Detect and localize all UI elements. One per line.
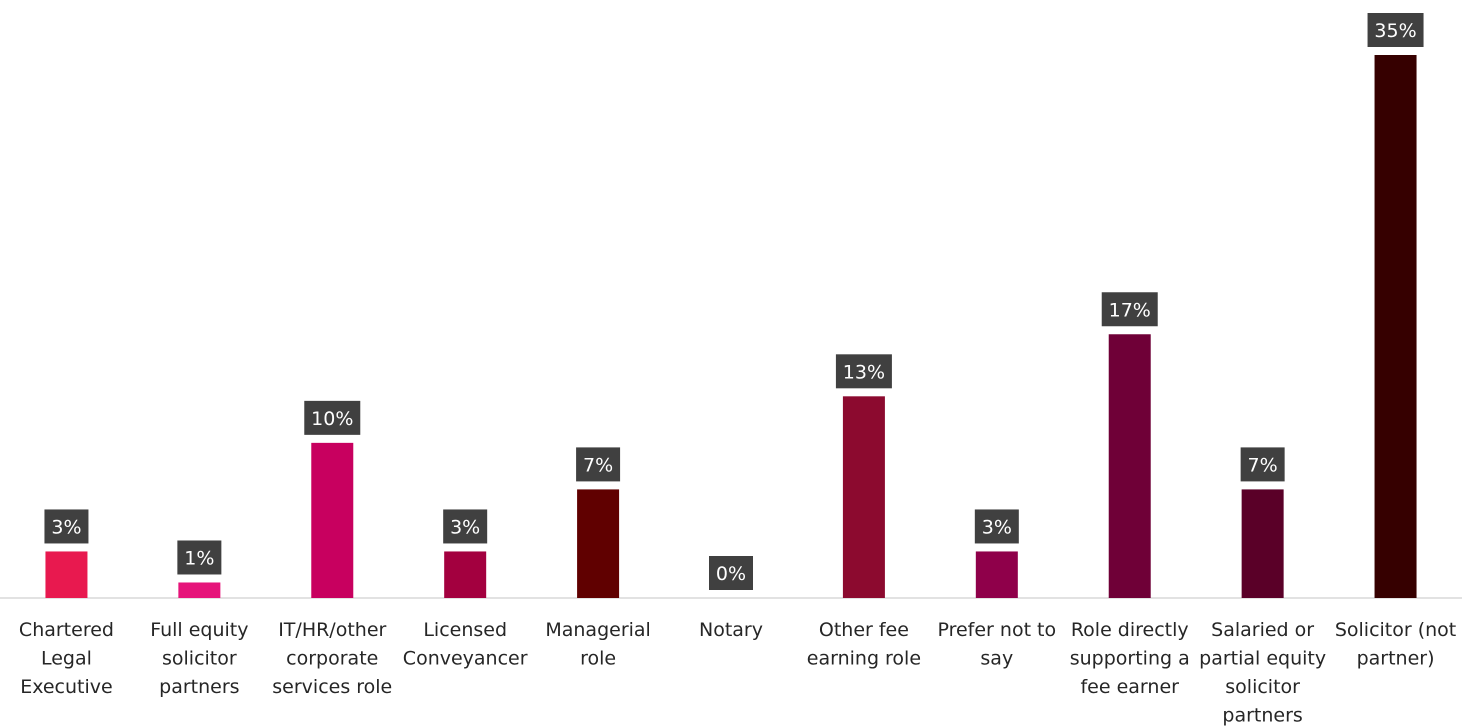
data-label-text: 3% (51, 516, 81, 538)
data-label-text: 3% (982, 516, 1012, 538)
bar (1241, 489, 1284, 598)
category-label-line: Executive (20, 676, 113, 698)
category-label-line: supporting a (1070, 648, 1190, 670)
category-label-line: solicitor (162, 648, 237, 670)
category-label: IT/HR/other corporate services role (272, 619, 392, 698)
category-label: Role directly supporting a fee earner (1070, 619, 1190, 698)
data-label-box (974, 509, 1019, 544)
bar (1108, 334, 1151, 598)
category-label-line: Licensed (423, 619, 507, 641)
bar (178, 582, 221, 598)
data-label-box (304, 400, 361, 435)
data-label: 3% (974, 509, 1019, 544)
category-label-line: corporate (286, 648, 378, 670)
data-label-text: 7% (583, 454, 613, 476)
category-label-line: earning role (807, 648, 921, 670)
category-label-line: Full equity (150, 619, 248, 641)
data-label: 7% (576, 447, 621, 482)
category-label: Managerial role (545, 619, 650, 670)
bar (311, 442, 354, 598)
data-label: 13% (835, 354, 892, 389)
category-label: Salaried or partial equity solicitor partne… (1199, 619, 1326, 727)
data-label-box (1367, 13, 1424, 47)
data-label-text: 3% (450, 516, 480, 538)
category-label-line: Legal (41, 648, 92, 670)
category-label-line: Role directly (1071, 619, 1189, 641)
data-label-box (44, 509, 89, 544)
data-label-text: 10% (311, 408, 353, 430)
category-label-line: Other fee (819, 619, 909, 641)
data-label-text: 0% (716, 563, 746, 585)
category-label-line: solicitor (1225, 676, 1300, 698)
category-label-line: partners (1222, 705, 1302, 727)
category-label-line: partial equity (1199, 648, 1326, 670)
category-label-line: Chartered (19, 619, 114, 641)
data-label-text: 13% (843, 361, 885, 383)
category-label-line: fee earner (1080, 676, 1179, 698)
data-label: 3% (44, 509, 89, 544)
data-label-text: 1% (184, 547, 214, 569)
category-label-line: IT/HR/other (278, 619, 386, 641)
bar (1374, 55, 1417, 598)
category-label: Full equity solicitor partners (150, 619, 248, 698)
bar (45, 551, 88, 598)
data-label: 3% (443, 509, 488, 544)
data-label-box (1240, 447, 1285, 482)
data-label: 7% (1240, 447, 1285, 482)
data-label-box (835, 354, 892, 389)
data-label: 10% (304, 400, 361, 435)
category-label: Other fee earning role (807, 619, 921, 670)
category-label: Chartered Legal Executive (19, 619, 114, 698)
category-label-line: Managerial (545, 619, 650, 641)
data-label: 0% (709, 556, 753, 590)
data-label-box (177, 540, 222, 575)
data-label: 1% (177, 540, 222, 575)
category-label-line: Salaried or (1211, 619, 1314, 641)
bar (842, 396, 885, 598)
category-label-line: partner) (1357, 648, 1435, 670)
data-label-box (1101, 292, 1158, 327)
data-label: 35% (1367, 13, 1424, 47)
category-label-line: Prefer not to (937, 619, 1056, 641)
category-label-line: role (580, 648, 616, 670)
data-label-text: 17% (1109, 299, 1151, 321)
category-label-line: Conveyancer (403, 648, 528, 670)
category-label: Licensed Conveyancer (403, 619, 528, 670)
category-label-line: partners (159, 676, 239, 698)
data-label-box (443, 509, 488, 544)
category-label-line: Solicitor (not (1335, 619, 1456, 641)
category-label: Prefer not to say (937, 619, 1056, 670)
bar (444, 551, 487, 598)
category-label: Notary (699, 619, 763, 641)
bar (975, 551, 1018, 598)
data-label-text: 7% (1248, 454, 1278, 476)
data-label-box (576, 447, 621, 482)
category-label-line: Notary (699, 619, 763, 641)
data-label: 17% (1101, 292, 1158, 327)
category-label-line: say (980, 648, 1013, 670)
data-label-text: 35% (1374, 20, 1416, 42)
bar (577, 489, 620, 598)
category-label-line: services role (272, 676, 392, 698)
category-label: Solicitor (not partner) (1335, 619, 1456, 670)
data-label-box (709, 556, 753, 590)
